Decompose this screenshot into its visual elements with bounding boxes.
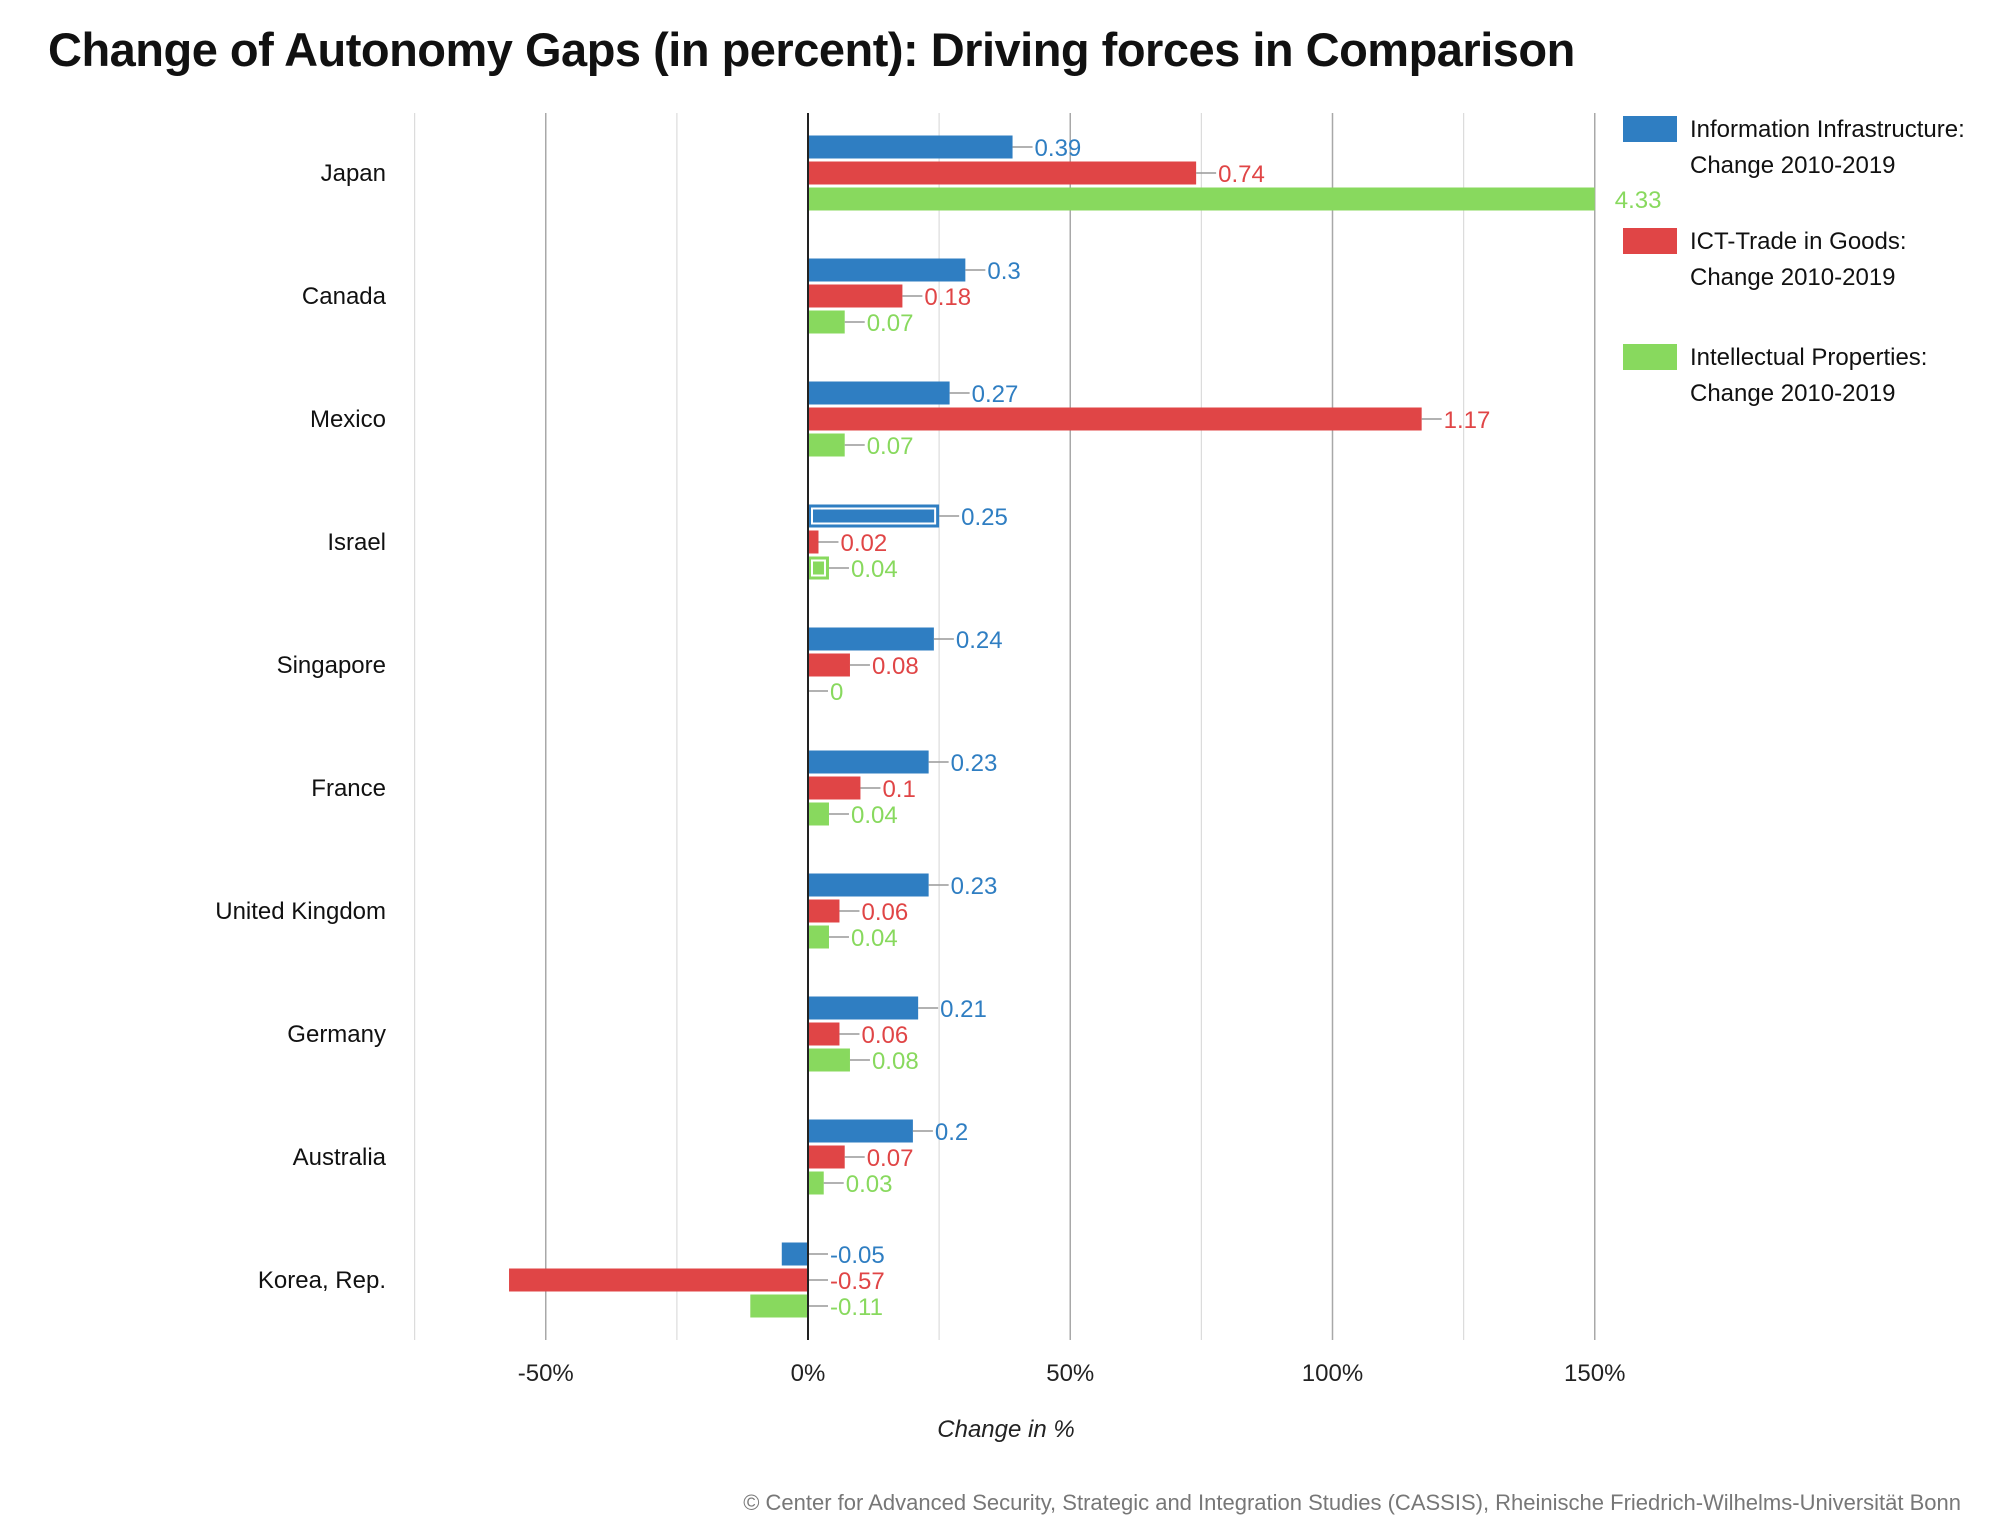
bar: [808, 407, 1422, 431]
data-label: 0.08: [872, 1048, 919, 1075]
data-label: 0.07: [867, 1145, 914, 1172]
bar: [509, 1268, 808, 1292]
bar: [808, 627, 934, 651]
data-label: 0.25: [961, 504, 1008, 531]
legend-label: Intellectual Properties: Change 2010-201…: [1690, 344, 1928, 407]
x-axis-title: Change in %: [937, 1416, 1075, 1443]
data-label: 0.3: [987, 258, 1020, 285]
data-label: -0.57: [830, 1268, 885, 1295]
bar: [808, 873, 929, 897]
bar-highlight: [811, 507, 937, 525]
bar: [808, 161, 1197, 185]
bar: [808, 530, 819, 554]
data-label: 4.33: [1615, 187, 1662, 214]
category-label: United Kingdom: [215, 898, 386, 925]
category-label: Singapore: [277, 652, 386, 679]
data-label: 0.23: [951, 750, 998, 777]
category-label: France: [311, 775, 386, 802]
bar: [808, 504, 940, 528]
bar: [808, 776, 861, 800]
x-tick-label: -50%: [518, 1360, 574, 1387]
data-label: 0.08: [872, 653, 919, 680]
data-label: 0.23: [951, 873, 998, 900]
bar: [808, 187, 1595, 211]
x-tick-label: 100%: [1302, 1360, 1363, 1387]
category-label: Israel: [327, 529, 386, 556]
bar: [808, 802, 829, 826]
category-label: Japan: [321, 160, 386, 187]
bar: [808, 284, 903, 308]
bar: [808, 1022, 840, 1046]
bar: [808, 1119, 913, 1143]
data-label: 0.39: [1035, 135, 1082, 162]
legend-swatch: [1623, 116, 1677, 142]
x-tick-label: 150%: [1564, 1360, 1625, 1387]
data-label: 1.17: [1444, 407, 1491, 434]
chart-title: Change of Autonomy Gaps (in percent): Dr…: [48, 23, 1575, 76]
data-label: -0.11: [830, 1294, 883, 1321]
legend-label: Information Infrastructure: Change 2010-…: [1690, 116, 1965, 179]
data-label: 0.07: [867, 310, 914, 337]
category-label: Germany: [287, 1021, 386, 1048]
data-label: 0.74: [1218, 161, 1265, 188]
data-label: 0.07: [867, 433, 914, 460]
category-label: Mexico: [310, 406, 386, 433]
data-label: -0.05: [830, 1242, 885, 1269]
data-label: 0.2: [935, 1119, 968, 1146]
legend-label: ICT-Trade in Goods: Change 2010-2019: [1690, 228, 1907, 291]
data-label: 0.04: [851, 556, 898, 583]
data-label: 0.03: [846, 1171, 893, 1198]
legend-swatch: [1623, 344, 1677, 370]
category-label: Canada: [302, 283, 387, 310]
bar: [781, 1242, 808, 1266]
data-label: 0.06: [861, 1022, 908, 1049]
bar: [808, 310, 845, 334]
bar: [808, 1145, 845, 1169]
data-label: 0.27: [972, 381, 1019, 408]
bar: [808, 556, 829, 580]
data-label: 0.18: [924, 284, 971, 311]
bar: [808, 381, 950, 405]
bar: [750, 1294, 808, 1318]
data-label: 0.04: [851, 925, 898, 952]
bar: [808, 925, 829, 949]
bar: [808, 653, 850, 677]
bar: [808, 1048, 850, 1072]
data-label: 0.02: [840, 530, 887, 557]
bar: [808, 750, 929, 774]
bar: [808, 258, 966, 282]
x-tick-label: 0%: [791, 1360, 826, 1387]
bar: [808, 433, 845, 457]
category-label: Korea, Rep.: [258, 1267, 386, 1294]
data-label: 0.06: [861, 899, 908, 926]
data-label: 0.21: [940, 996, 987, 1023]
category-label: Australia: [293, 1144, 387, 1171]
bar-highlight: [811, 559, 826, 577]
copyright-footer: © Center for Advanced Security, Strategi…: [743, 1490, 1961, 1515]
data-label: 0: [830, 679, 843, 706]
bar: [808, 135, 1013, 159]
data-label: 0.04: [851, 802, 898, 829]
bar: [808, 899, 840, 923]
bar: [808, 1171, 824, 1195]
x-tick-label: 50%: [1046, 1360, 1094, 1387]
legend-swatch: [1623, 228, 1677, 254]
bar: [808, 996, 919, 1020]
data-label: 0.1: [882, 776, 915, 803]
data-label: 0.24: [956, 627, 1003, 654]
